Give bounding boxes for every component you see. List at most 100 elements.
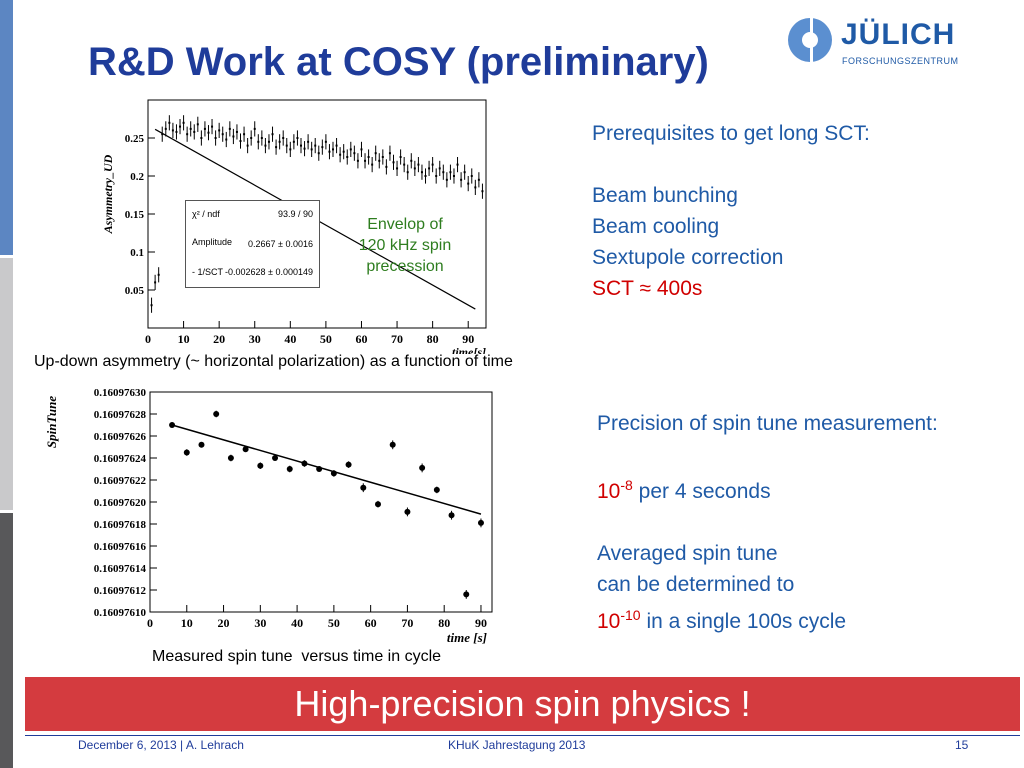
- data-point: [168, 121, 171, 124]
- y-tick-label: 0.15: [125, 209, 145, 221]
- data-point: [364, 159, 367, 162]
- y-tick-label: 0.16097624: [94, 453, 147, 465]
- data-point: [257, 140, 260, 143]
- x-tick-label: 60: [365, 616, 377, 630]
- y-tick-label: 0.2: [130, 171, 144, 183]
- x-tick-label: 30: [254, 616, 266, 630]
- annotation-line-1: Envelop of: [367, 216, 443, 233]
- data-point: [285, 144, 288, 147]
- data-point: [356, 159, 359, 162]
- y-tick-label: 0.16097620: [94, 497, 147, 509]
- precision-rest: per 4 seconds: [638, 480, 771, 503]
- x-tick-label: 10: [181, 616, 193, 630]
- footer-line: [25, 735, 1020, 736]
- y-tick-label: 0.25: [125, 133, 145, 145]
- data-point: [410, 159, 413, 162]
- x-tick-label: 50: [320, 332, 332, 346]
- data-point: [242, 446, 249, 453]
- data-point: [257, 462, 264, 469]
- page-title: R&D Work at COSY (preliminary): [88, 40, 709, 84]
- averaged-exponent: -10: [620, 607, 641, 623]
- data-point: [424, 175, 427, 177]
- data-point: [267, 140, 270, 143]
- data-point: [328, 150, 331, 153]
- data-point: [388, 152, 391, 155]
- x-tick-label: 50: [328, 616, 340, 630]
- fit-line: [171, 424, 482, 515]
- amplitude-value: 0.2667 ± 0.0016: [248, 239, 313, 249]
- data-point: [399, 156, 402, 158]
- chi-label: χ² / ndf: [192, 209, 220, 219]
- x-tick-label: 70: [401, 616, 413, 630]
- data-point: [296, 137, 299, 139]
- annotation-line-2: 120 kHz spin: [358, 237, 452, 254]
- x-tick-label: 30: [249, 332, 261, 346]
- data-point: [310, 148, 313, 151]
- data-point: [375, 501, 381, 508]
- x-tick-label: 40: [284, 332, 296, 346]
- data-point: [157, 273, 160, 276]
- chi-value: 93.9 / 90: [277, 209, 313, 219]
- data-point: [260, 137, 263, 139]
- data-point: [307, 140, 310, 143]
- precision-line: 10-8 per 4 seconds: [597, 470, 938, 507]
- bottom-banner: High-precision spin physics !: [25, 677, 1020, 731]
- data-point: [428, 167, 431, 170]
- data-point: [196, 123, 199, 126]
- prerequisite-item: Sextupole correction: [592, 246, 784, 269]
- approx-symbol: ≈: [639, 277, 651, 300]
- data-point: [271, 133, 274, 136]
- data-point: [264, 144, 267, 147]
- data-point: [243, 133, 246, 136]
- slope-value: -0.002628 ± 0.000149: [224, 267, 313, 277]
- y-tick-label: 0.16097630: [94, 387, 147, 399]
- data-point: [317, 152, 320, 155]
- sct-value: 400s: [656, 277, 703, 300]
- data-point: [286, 466, 293, 472]
- fit-parameters-box: χ² / ndf 93.9 / 90 Amplitude 0.2667 ± 0.…: [185, 200, 320, 288]
- x-tick-label: 70: [391, 332, 403, 346]
- data-point: [183, 449, 190, 456]
- x-axis-label: time[s]: [452, 345, 486, 354]
- caption-bottom: Measured spin tune versus time in cycle: [152, 648, 442, 665]
- data-point: [213, 411, 220, 417]
- data-point: [431, 163, 434, 166]
- data-point: [186, 133, 189, 136]
- data-point: [417, 163, 420, 166]
- averaged-base: 10: [597, 610, 621, 633]
- y-tick-label: 0.16097616: [94, 541, 147, 553]
- data-point: [460, 178, 463, 181]
- data-point: [214, 137, 217, 139]
- y-tick-label: 0.1: [130, 247, 144, 259]
- data-point: [389, 441, 396, 448]
- y-axis-label: SpinTune: [44, 396, 59, 448]
- logo-subtitle: FORSCHUNGSZENTRUM: [842, 56, 959, 66]
- data-point: [335, 144, 338, 147]
- data-point: [275, 146, 278, 149]
- data-point: [345, 461, 352, 468]
- data-point: [321, 146, 324, 149]
- data-point: [221, 133, 224, 136]
- data-point: [463, 171, 466, 174]
- data-point: [448, 512, 455, 519]
- data-point: [404, 508, 411, 515]
- x-tick-label: 0: [147, 616, 153, 630]
- logo-name: JÜLICH: [841, 18, 956, 51]
- left-bar-darkgray: [0, 513, 13, 768]
- data-point: [171, 129, 174, 132]
- data-point: [371, 163, 374, 166]
- data-point: [314, 144, 317, 147]
- data-point: [339, 153, 342, 156]
- footer-center: KHuK Jahrestagung 2013: [448, 738, 586, 752]
- data-point: [470, 175, 473, 177]
- annotation-line-3: precession: [366, 258, 444, 275]
- x-tick-label: 90: [462, 332, 474, 346]
- data-point: [289, 148, 292, 151]
- amplitude-label: Amplitude: [192, 237, 233, 247]
- y-tick-label: 0.05: [125, 285, 145, 297]
- data-point: [396, 167, 399, 170]
- sct-line: SCT ≈ 400s: [592, 273, 870, 304]
- data-point: [467, 182, 470, 185]
- caption-top: Up-down asymmetry (~ horizontal polariza…: [34, 353, 513, 370]
- data-point: [227, 455, 234, 461]
